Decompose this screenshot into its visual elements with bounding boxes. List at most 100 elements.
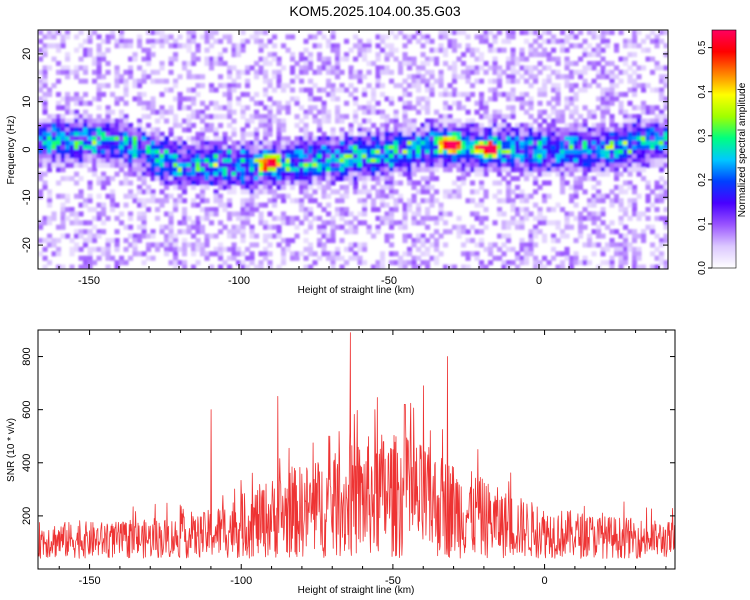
heatmap-cell xyxy=(573,193,579,199)
heatmap-cell xyxy=(560,149,566,155)
heatmap-cell xyxy=(600,127,606,133)
heatmap-cell xyxy=(330,158,336,164)
heatmap-cell xyxy=(402,215,408,221)
heatmap-cell xyxy=(222,34,228,40)
heatmap-cell xyxy=(402,43,408,49)
heatmap-cell xyxy=(254,127,260,133)
heatmap-cell xyxy=(47,140,53,146)
heatmap-cell xyxy=(146,162,152,168)
snr-frame xyxy=(37,329,676,570)
heatmap-cell xyxy=(447,193,453,199)
heatmap-cell xyxy=(353,56,359,62)
heatmap-cell xyxy=(614,47,620,53)
heatmap-cell xyxy=(231,171,237,177)
heatmap-cell xyxy=(564,78,570,84)
heatmap-cell xyxy=(74,114,80,120)
heatmap-cell xyxy=(308,96,314,102)
heatmap-cell xyxy=(227,149,233,155)
heatmap-cell xyxy=(249,153,255,159)
heatmap-cell xyxy=(155,158,161,164)
heatmap-cell xyxy=(407,83,413,89)
heatmap-cell xyxy=(186,229,192,235)
heatmap-cell xyxy=(330,233,336,239)
heatmap-cell xyxy=(591,220,597,226)
heatmap-cell xyxy=(483,38,489,44)
heatmap-cell xyxy=(461,131,467,137)
heatmap-cell xyxy=(465,65,471,71)
heatmap-cell xyxy=(200,167,206,173)
heatmap-cell xyxy=(258,145,264,151)
x-tick-label: -100 xyxy=(228,275,250,287)
heatmap-cell xyxy=(213,162,219,168)
heatmap-cell xyxy=(195,114,201,120)
heatmap-cell xyxy=(74,158,80,164)
heatmap-cell xyxy=(641,83,647,89)
heatmap-cell xyxy=(609,167,615,173)
heatmap-cell xyxy=(294,60,300,67)
heatmap-cell xyxy=(105,238,111,244)
heatmap-cell xyxy=(105,180,111,186)
heatmap-cell xyxy=(515,264,521,269)
heatmap-cell xyxy=(204,60,210,67)
heatmap-cell xyxy=(155,198,161,204)
heatmap-cell xyxy=(591,30,597,36)
heatmap-cell xyxy=(317,202,323,208)
colorbar-tick-label: 0.4 xyxy=(697,84,708,98)
heatmap-cell xyxy=(348,180,354,186)
heatmap-cell xyxy=(47,153,53,159)
heatmap-cell xyxy=(281,136,287,142)
heatmap-cell xyxy=(74,229,80,235)
heatmap-cell xyxy=(168,193,174,199)
heatmap-cell xyxy=(398,153,404,159)
heatmap-cell xyxy=(380,251,386,257)
heatmap-cell xyxy=(474,167,480,173)
heatmap-cell xyxy=(659,87,665,93)
heatmap-cell xyxy=(92,215,98,221)
heatmap-cell xyxy=(398,30,404,36)
heatmap-cell xyxy=(618,202,624,208)
heatmap-cell xyxy=(600,109,606,115)
heatmap-cell xyxy=(537,60,543,67)
heatmap-cell xyxy=(380,91,386,97)
heatmap-cell xyxy=(402,238,408,244)
heatmap-cell xyxy=(474,202,480,208)
heatmap-cell xyxy=(312,145,318,151)
heatmap-cell xyxy=(164,167,170,173)
heatmap-cell xyxy=(330,34,336,40)
heatmap-cell xyxy=(555,224,561,230)
heatmap-cell xyxy=(191,220,197,226)
heatmap-cell xyxy=(362,153,368,159)
heatmap-cell xyxy=(168,153,174,159)
heatmap-cell xyxy=(321,224,327,230)
heatmap-cell xyxy=(159,162,165,168)
heatmap-cell xyxy=(384,96,390,102)
heatmap-cell xyxy=(596,136,602,142)
heatmap-cell xyxy=(515,220,521,226)
heatmap-cell xyxy=(96,131,102,137)
heatmap-cell xyxy=(209,30,215,36)
heatmap-cell xyxy=(353,149,359,155)
heatmap-cell xyxy=(87,127,93,133)
heatmap-cell xyxy=(263,43,269,49)
heatmap-cell xyxy=(110,255,116,261)
heatmap-cell xyxy=(465,74,471,80)
heatmap-cell xyxy=(69,109,75,115)
heatmap-cell xyxy=(420,131,426,137)
heatmap-cell xyxy=(74,145,80,151)
heatmap-cell xyxy=(596,153,602,159)
heatmap-cell xyxy=(456,122,462,128)
heatmap-cell xyxy=(150,38,156,44)
heatmap-cell xyxy=(65,162,71,168)
heatmap-cell xyxy=(123,100,129,106)
heatmap-cell xyxy=(524,242,530,248)
heatmap-cell xyxy=(110,127,116,133)
heatmap-cell xyxy=(434,242,440,248)
heatmap-cell xyxy=(186,149,192,155)
heatmap-cell xyxy=(132,78,138,84)
heatmap-cell xyxy=(258,176,264,182)
heatmap-cell xyxy=(69,176,75,182)
heatmap-cell xyxy=(537,162,543,168)
heatmap-cell xyxy=(497,131,503,137)
heatmap-cell xyxy=(38,69,44,75)
heatmap-cell xyxy=(38,238,44,244)
